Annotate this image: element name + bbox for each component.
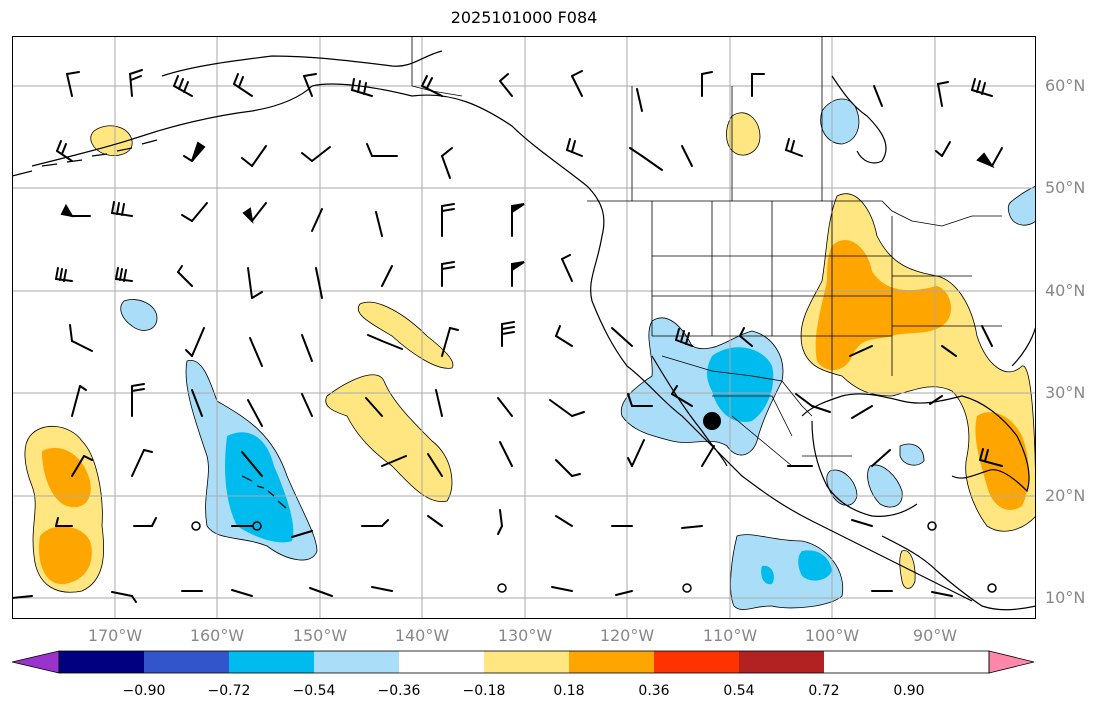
coastlines	[12, 50, 1036, 611]
positive-anomaly-central-pacific	[357, 301, 454, 369]
calm-circle	[927, 521, 937, 531]
colorbar-label: 0.18	[553, 683, 585, 699]
colorbar-label: 0.72	[808, 683, 840, 699]
lon-label-150w: 150°W	[292, 626, 348, 645]
calm-circle	[191, 521, 201, 531]
negative-anomaly-small-blob	[120, 299, 158, 331]
lon-label-170w: 170°W	[87, 626, 143, 645]
map-frame	[12, 36, 1036, 619]
positive-anomaly-carib	[899, 550, 916, 589]
alaska-north-coast	[161, 50, 443, 77]
colorbar-segment	[314, 651, 399, 673]
lon-label-100w: 100°W	[804, 626, 860, 645]
calm-circle	[252, 521, 262, 531]
negative-anomaly-epac-core	[761, 550, 832, 585]
gulf-coast	[801, 393, 1030, 493]
province-lines	[631, 36, 823, 201]
alaska-coast	[31, 83, 605, 237]
us-mexico-border	[661, 355, 813, 417]
colorbar-segment	[59, 651, 144, 673]
colorbar-segment	[654, 651, 739, 673]
hudson-bay	[831, 75, 887, 164]
colorbar-segment	[229, 651, 314, 673]
anomaly-fields	[24, 98, 1036, 610]
negative-anomaly-great-lakes	[1007, 185, 1036, 226]
colorbar-label: 0.36	[638, 683, 670, 699]
colorbar-label: −0.72	[207, 683, 251, 699]
alaska-canada-border	[411, 36, 463, 97]
colorbar-segment	[484, 651, 569, 673]
colorbar-label: −0.36	[377, 683, 421, 699]
calm-wind-markers	[191, 521, 997, 593]
colorbar-segment	[144, 651, 229, 673]
lat-label-60n: 60°N	[1045, 76, 1086, 95]
lon-label-120w: 120°W	[599, 626, 655, 645]
lon-label-110w: 110°W	[702, 626, 758, 645]
state-lines	[651, 201, 1002, 396]
calm-circle	[497, 583, 507, 593]
calm-circle	[682, 583, 692, 593]
negative-anomaly-mexico-core	[707, 347, 774, 422]
map-title: 2025101000 F084	[450, 8, 598, 27]
colorbar-frame	[58, 650, 990, 674]
west-coast	[590, 235, 973, 602]
colorbar-label: 0.90	[893, 683, 925, 699]
lat-label-10n: 10°N	[1045, 588, 1086, 607]
negative-anomaly-canada	[820, 98, 860, 145]
baja	[651, 355, 728, 467]
colorbar-label: 0.54	[723, 683, 755, 699]
location-marker	[703, 412, 721, 430]
map-panel	[12, 36, 1036, 619]
calm-circle	[987, 583, 997, 593]
lon-label-140w: 140°W	[394, 626, 450, 645]
central-america	[881, 535, 1036, 611]
lon-label-160w: 160°W	[189, 626, 245, 645]
lat-label-40n: 40°N	[1045, 281, 1086, 300]
positive-anomaly-subtropics	[325, 374, 453, 503]
colorbar-extend-high	[988, 650, 1035, 674]
gulf-of-mexico	[811, 420, 918, 517]
lon-label-130w: 130°W	[497, 626, 553, 645]
negative-anomaly-hawaii-core	[225, 432, 294, 543]
colorbar-segment	[399, 651, 484, 673]
colorbar-segment	[739, 651, 824, 673]
graticule	[12, 36, 1036, 619]
us-canada-border	[587, 200, 1002, 227]
lat-label-50n: 50°N	[1045, 178, 1086, 197]
positive-anomaly-west-pacific-core	[39, 447, 92, 585]
lon-label-90w: 90°W	[912, 626, 958, 645]
positive-anomaly-plains-core	[815, 240, 1029, 510]
east-coast	[1011, 325, 1036, 367]
colorbar-segment	[569, 651, 654, 673]
colorbar-label: −0.54	[292, 683, 336, 699]
wind-barbs	[12, 69, 1003, 603]
lat-label-30n: 30°N	[1045, 383, 1086, 402]
colorbar-label: −0.18	[462, 683, 506, 699]
colorbar	[12, 650, 1035, 674]
colorbar-extend-low	[12, 650, 60, 674]
borders	[411, 36, 1002, 467]
aleutians	[12, 139, 158, 177]
lat-label-20n: 20°N	[1045, 486, 1086, 505]
mexico-states	[712, 395, 852, 467]
positive-anomaly-canada	[726, 112, 761, 156]
colorbar-label: −0.90	[122, 683, 166, 699]
hawaii	[241, 475, 287, 509]
